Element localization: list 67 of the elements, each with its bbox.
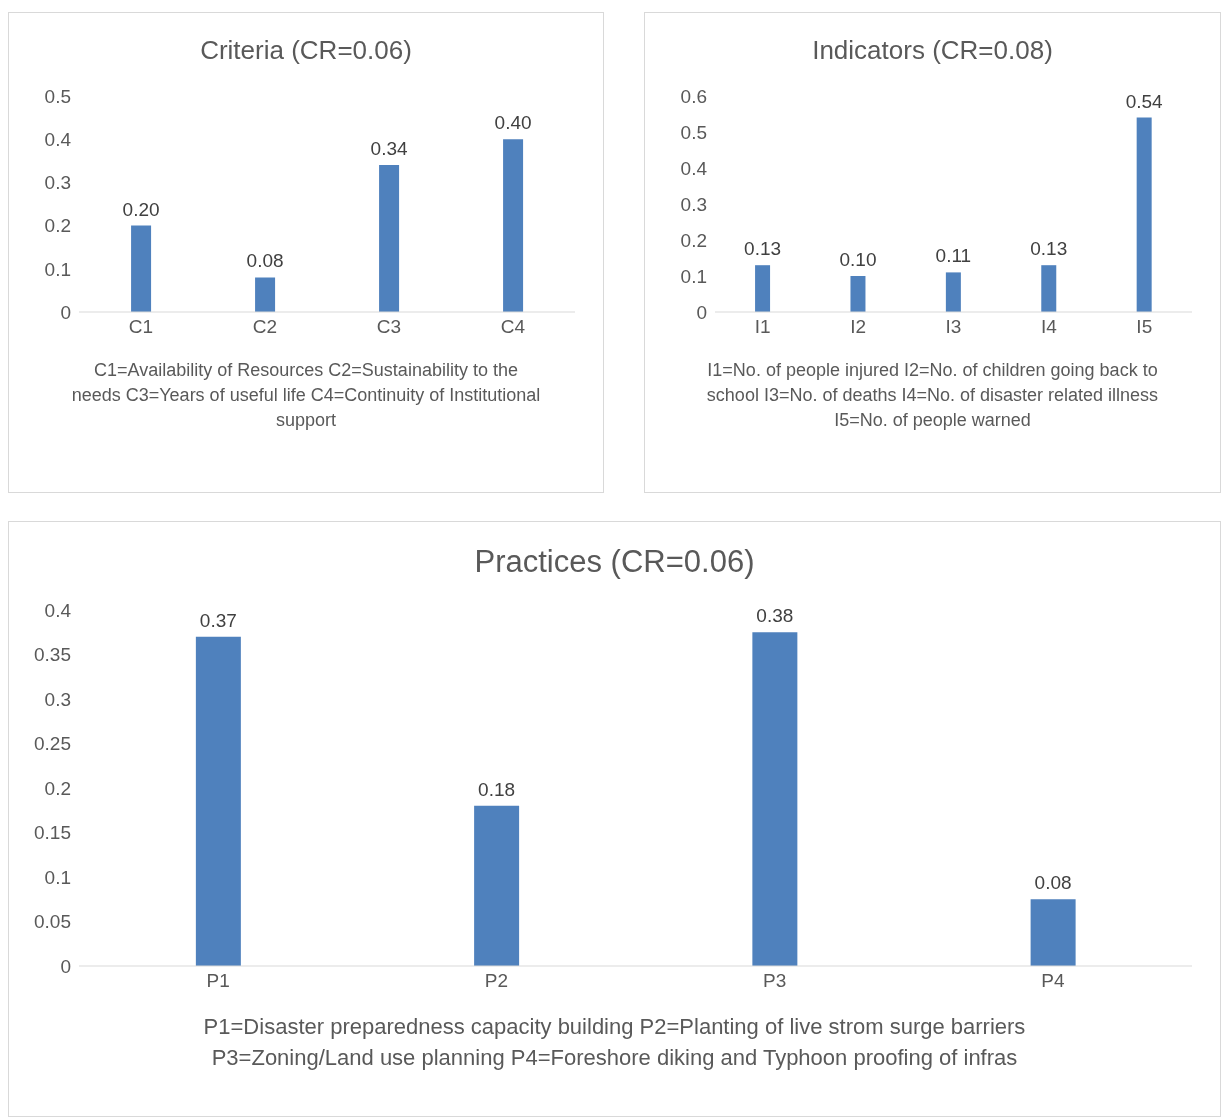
y-tick-label: 0.2 bbox=[680, 229, 707, 251]
data-label: 0.13 bbox=[744, 238, 782, 260]
y-tick-label: 0.1 bbox=[44, 258, 71, 280]
bar bbox=[503, 139, 524, 312]
x-tick-label: P2 bbox=[484, 970, 508, 992]
x-tick-label: C2 bbox=[252, 316, 278, 338]
y-tick-label: 0.3 bbox=[44, 172, 71, 194]
y-tick-label: 0.35 bbox=[34, 644, 71, 666]
data-label: 0.10 bbox=[839, 249, 877, 270]
x-tick-label: C4 bbox=[500, 316, 526, 338]
chart-title: Indicators (CR=0.08) bbox=[811, 35, 1054, 66]
bar bbox=[131, 225, 152, 312]
x-axis-title: P1=Disaster preparedness capacity building P2=Planting of live strom surge barriers P3=Zoning/Land use planning P4=Foreshore diking and Typhoon proofing of infras bbox=[202, 1013, 1027, 1072]
data-label: 0.08 bbox=[246, 250, 284, 272]
x-tick-label: C3 bbox=[376, 316, 402, 338]
data-label: 0.54 bbox=[1125, 90, 1164, 112]
bar bbox=[1136, 117, 1152, 312]
chart-title: Practices (CR=0.06) bbox=[473, 544, 756, 580]
x-axis-title: C1=Availability of Resources C2=Sustainability to the needs C3=Years of useful life C4=Continuity of Institutional support bbox=[71, 359, 541, 433]
x-tick-label: I3 bbox=[945, 316, 962, 338]
bar bbox=[379, 165, 400, 312]
bar bbox=[1041, 265, 1057, 312]
x-tick-label: C1 bbox=[128, 316, 154, 338]
data-label: 0.34 bbox=[370, 138, 408, 160]
bar bbox=[850, 276, 866, 312]
bar bbox=[755, 265, 771, 312]
y-tick-label: 0.3 bbox=[680, 193, 707, 215]
data-label: 0.11 bbox=[935, 245, 972, 267]
y-tick-label: 0.5 bbox=[680, 121, 707, 143]
x-axis-title: I1=No. of people injured I2=No. of children going back to school I3=No. of deaths I4=No. of disaster related illness I5=No. of people warned bbox=[705, 359, 1160, 433]
y-tick-label: 0.2 bbox=[44, 215, 71, 237]
y-tick-label: 0.1 bbox=[44, 866, 71, 888]
bar bbox=[255, 277, 276, 312]
y-tick-label: 0.5 bbox=[44, 85, 71, 107]
y-tick-label: 0 bbox=[60, 301, 71, 323]
x-tick-label: I4 bbox=[1040, 316, 1058, 338]
data-label: 0.38 bbox=[756, 605, 794, 627]
y-tick-label: 0.6 bbox=[680, 85, 707, 107]
data-label: 0.37 bbox=[199, 609, 237, 631]
y-tick-label: 0.1 bbox=[680, 265, 707, 287]
bar bbox=[945, 272, 961, 312]
x-tick-label: P1 bbox=[206, 970, 230, 992]
bar bbox=[752, 632, 798, 966]
y-tick-label: 0 bbox=[60, 955, 71, 977]
chart-title: Criteria (CR=0.06) bbox=[199, 35, 413, 66]
y-tick-label: 0.05 bbox=[34, 911, 71, 933]
bar bbox=[474, 805, 520, 966]
y-tick-label: 0.25 bbox=[34, 733, 71, 755]
data-label: 0.20 bbox=[122, 198, 160, 220]
data-label: 0.08 bbox=[1034, 872, 1072, 894]
x-tick-label: P3 bbox=[763, 970, 787, 992]
y-tick-label: 0.15 bbox=[34, 822, 71, 844]
x-tick-label: I5 bbox=[1136, 316, 1153, 338]
y-tick-label: 0.2 bbox=[44, 777, 71, 799]
y-tick-label: 0.4 bbox=[44, 599, 72, 621]
bar bbox=[195, 636, 241, 966]
y-tick-label: 0.4 bbox=[680, 157, 708, 179]
y-tick-label: 0 bbox=[696, 301, 707, 323]
x-tick-label: I2 bbox=[850, 316, 867, 338]
x-tick-label: P4 bbox=[1041, 970, 1065, 992]
x-tick-label: I1 bbox=[754, 316, 771, 338]
y-tick-label: 0.4 bbox=[44, 128, 72, 150]
data-label: 0.18 bbox=[478, 778, 516, 800]
data-label: 0.13 bbox=[1030, 238, 1068, 260]
y-tick-label: 0.3 bbox=[44, 688, 71, 710]
bar bbox=[1030, 899, 1076, 966]
data-label: 0.40 bbox=[494, 112, 532, 134]
